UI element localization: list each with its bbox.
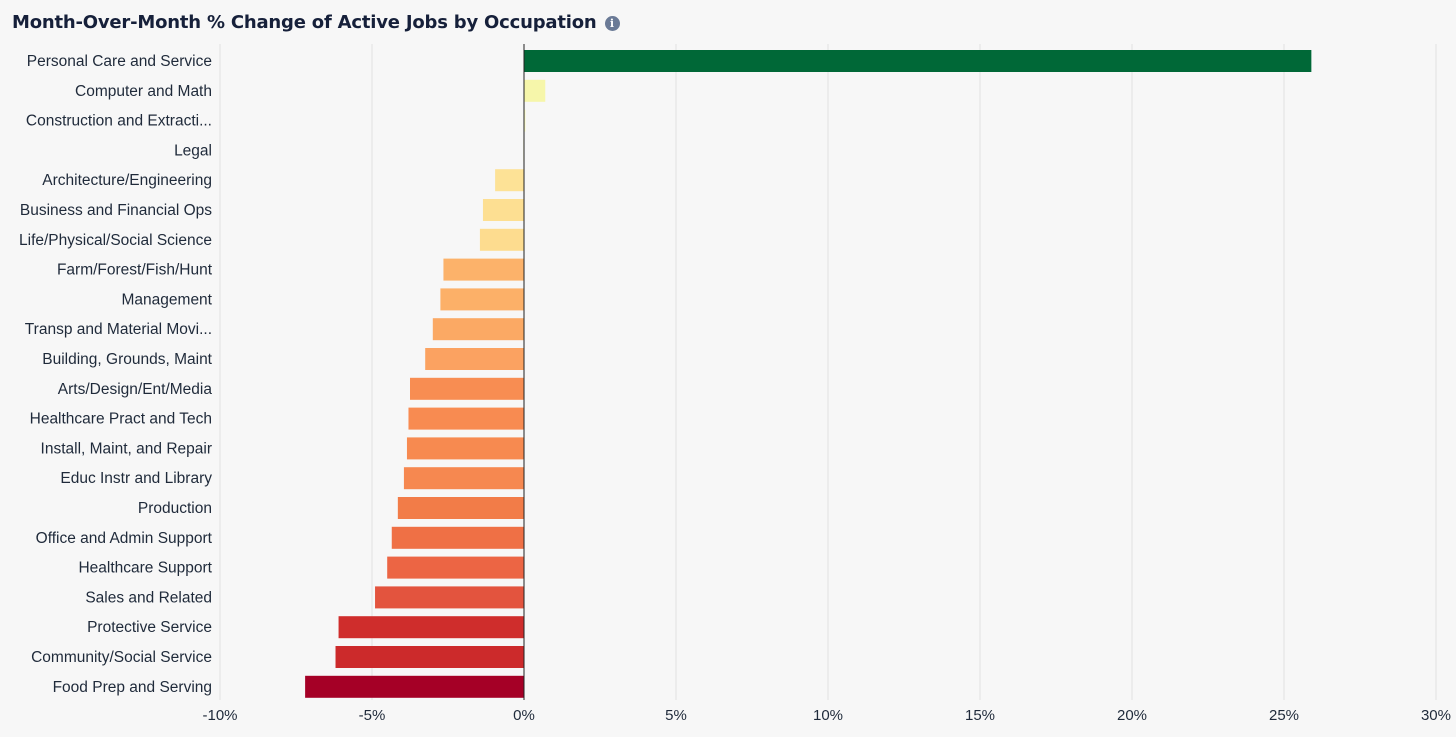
category-label: Community/Social Service	[31, 649, 212, 666]
bar	[375, 586, 524, 609]
bar	[408, 407, 524, 430]
category-label: Production	[138, 500, 212, 517]
category-label: Healthcare Pract and Tech	[30, 411, 212, 428]
category-label: Office and Admin Support	[36, 530, 213, 547]
category-label: Management	[122, 291, 213, 308]
category-label: Business and Financial Ops	[20, 202, 212, 219]
bar	[397, 497, 524, 519]
bar	[305, 675, 524, 698]
bar	[524, 109, 526, 132]
bar	[432, 318, 524, 341]
category-label: Install, Maint, and Repair	[41, 440, 212, 457]
category-label: Architecture/Engineering	[42, 172, 212, 189]
category-label: Building, Grounds, Maint	[42, 351, 212, 368]
x-tick-label: -10%	[202, 707, 237, 724]
x-tick-label: 25%	[1269, 707, 1299, 724]
bar	[406, 437, 524, 460]
x-tick-label: 15%	[965, 707, 995, 724]
category-label: Transp and Material Movi...	[25, 321, 212, 338]
category-label: Protective Service	[87, 619, 212, 636]
x-tick-label: 20%	[1117, 707, 1147, 724]
bar	[443, 258, 524, 281]
info-icon[interactable]: i	[604, 15, 620, 31]
bar	[482, 199, 524, 221]
x-tick-label: -5%	[359, 707, 386, 724]
category-label: Sales and Related	[85, 589, 212, 606]
bar	[338, 616, 524, 639]
bar	[391, 526, 524, 549]
category-label: Arts/Design/Ent/Media	[58, 381, 213, 398]
category-label: Food Prep and Serving	[53, 679, 212, 696]
bar	[403, 467, 524, 490]
x-tick-label: 10%	[813, 707, 843, 724]
chart-title: Month-Over-Month % Change of Active Jobs…	[12, 12, 597, 33]
bar	[425, 348, 524, 370]
chart-header: Month-Over-Month % Change of Active Jobs…	[12, 12, 620, 33]
x-tick-label: 5%	[665, 707, 687, 724]
category-label: Computer and Math	[75, 83, 212, 100]
category-label: Construction and Extracti...	[26, 113, 212, 130]
x-tick-label: 30%	[1421, 707, 1451, 724]
category-label: Legal	[174, 142, 212, 159]
bar	[387, 556, 524, 579]
bar	[335, 646, 524, 668]
bar	[524, 50, 1312, 72]
category-label: Farm/Forest/Fish/Hunt	[57, 262, 213, 279]
bar	[440, 288, 524, 311]
bar	[410, 377, 524, 400]
category-label: Educ Instr and Library	[60, 470, 212, 487]
category-label: Personal Care and Service	[27, 53, 212, 70]
bar	[495, 169, 524, 192]
x-tick-label: 0%	[513, 707, 535, 724]
category-label: Healthcare Support	[78, 560, 212, 577]
bar	[479, 228, 524, 251]
category-label: Life/Physical/Social Science	[19, 232, 212, 249]
bar	[524, 79, 546, 102]
